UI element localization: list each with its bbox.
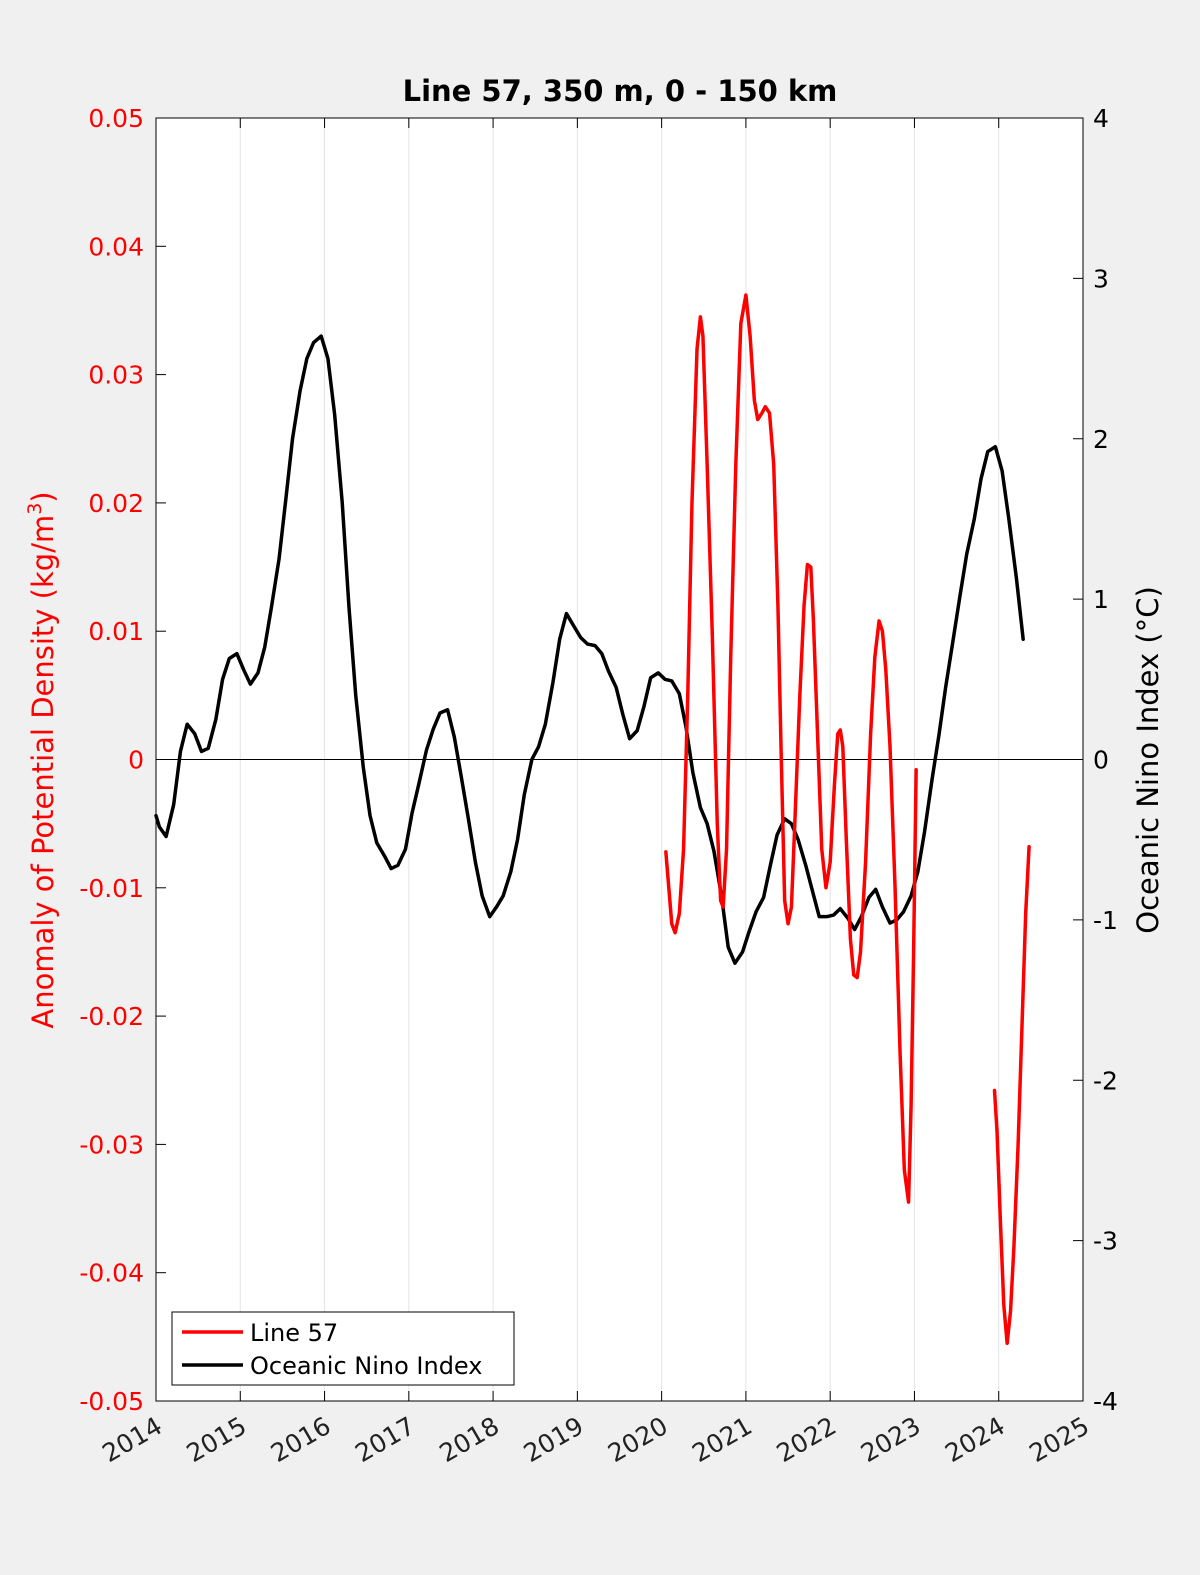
- x-tick-label: 2023: [856, 1411, 926, 1468]
- x-tick-label: 2019: [519, 1411, 589, 1468]
- legend: Line 57 Oceanic Nino Index: [171, 1311, 515, 1386]
- y-left-tick-label: 0: [128, 746, 144, 775]
- x-tick-label: 2021: [687, 1411, 757, 1468]
- y-left-axis-label: Anomaly of Potential Density (kg/m3): [24, 491, 60, 1028]
- tick-layer: 2014 2015 2016 2017 2018 2019 2020 2021 2022 2023…: [79, 104, 1118, 1468]
- y-right-tick-label: 4: [1093, 104, 1109, 133]
- y-right-tick-label: -4: [1093, 1387, 1118, 1416]
- y-right-tick-label: 1: [1093, 585, 1109, 614]
- series-oceanic-nino-index-segment-0: [154, 334, 1025, 965]
- y-left-tick-label: -0.02: [79, 1002, 144, 1031]
- y-right-tick-label: 0: [1093, 746, 1109, 775]
- x-tick-label: 2015: [182, 1411, 252, 1468]
- y-left-tick-label: 0.04: [88, 232, 144, 261]
- y-right-tick-label: 2: [1093, 425, 1109, 454]
- y-left-tick-label: 0.05: [88, 104, 144, 133]
- y-left-axis-label-sup: 3: [24, 503, 46, 515]
- chart-title: Line 57, 350 m, 0 - 150 km: [403, 74, 838, 108]
- y-left-tick-label: -0.03: [79, 1130, 144, 1159]
- x-tick-label: 2024: [940, 1411, 1010, 1468]
- y-right-tick-label: -2: [1093, 1066, 1118, 1095]
- y-left-tick-label: -0.04: [79, 1259, 144, 1288]
- x-tick-label: 2022: [772, 1411, 842, 1468]
- y-left-tick-label: -0.01: [79, 874, 144, 903]
- legend-label-line-57: Line 57: [250, 1319, 338, 1347]
- legend-label-oni: Oceanic Nino Index: [250, 1352, 482, 1380]
- x-tick-label: 2020: [603, 1411, 673, 1468]
- x-tick-label: 2017: [350, 1411, 420, 1468]
- series-line-57-segment-0: [664, 293, 918, 1204]
- x-tick-label: 2025: [1024, 1411, 1094, 1468]
- y-right-tick-label: -3: [1093, 1227, 1118, 1256]
- x-tick-label: 2018: [434, 1411, 504, 1468]
- x-tick-label: 2016: [266, 1411, 336, 1468]
- x-tick-label: 2014: [97, 1411, 167, 1468]
- y-left-tick-label: 0.02: [88, 489, 144, 518]
- legend-box: [171, 1311, 515, 1386]
- y-right-axis-label: Oceanic Nino Index (°C): [1131, 586, 1165, 934]
- y-left-axis-label-end: ): [26, 491, 60, 502]
- series-line-57-segment-1: [992, 844, 1031, 1346]
- y-left-axis-label-base: Anomaly of Potential Density (kg/m: [26, 515, 60, 1029]
- y-left-tick-label: 0.03: [88, 361, 144, 390]
- y-left-tick-label: 0.01: [88, 617, 144, 646]
- y-right-tick-label: -1: [1093, 906, 1118, 935]
- series-layer: [154, 293, 1031, 1346]
- y-left-tick-label: -0.05: [79, 1387, 144, 1416]
- y-right-tick-label: 3: [1093, 264, 1109, 293]
